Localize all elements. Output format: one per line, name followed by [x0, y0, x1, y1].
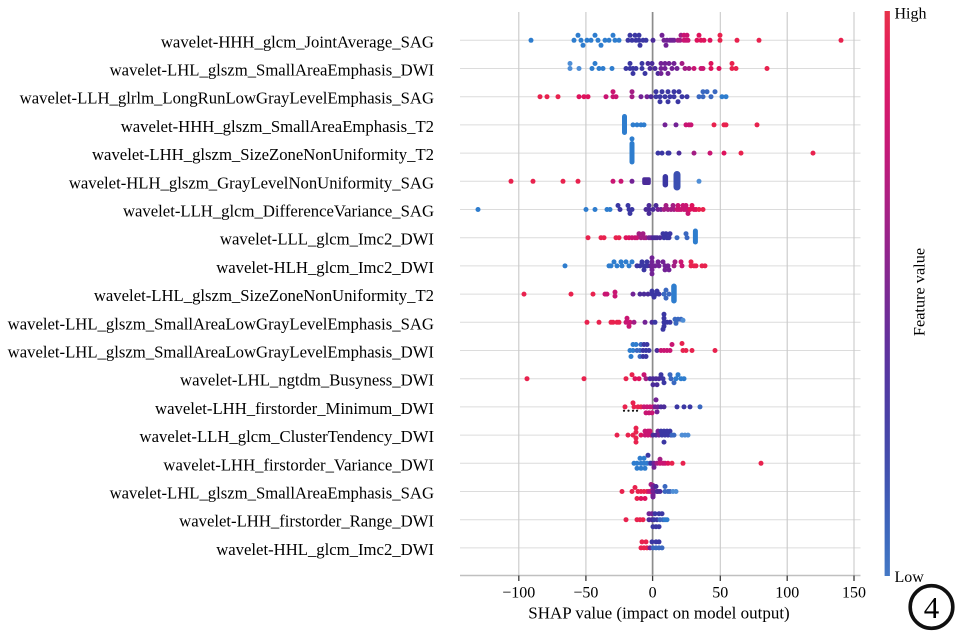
svg-text:wavelet-LHL_glszm_SizeZoneNonU: wavelet-LHL_glszm_SizeZoneNonUniformity_…: [94, 286, 434, 305]
svg-text:wavelet-LHL_glszm_SmallAreaLow: wavelet-LHL_glszm_SmallAreaLowGrayLevelE…: [8, 343, 434, 362]
svg-text:wavelet-LLH_glcm_ClusterTenden: wavelet-LLH_glcm_ClusterTendency_DWI: [140, 427, 434, 446]
svg-text:50: 50: [712, 585, 728, 602]
svg-text:wavelet-LHL_glszm_SmallAreaLow: wavelet-LHL_glszm_SmallAreaLowGrayLevelE…: [8, 314, 434, 333]
svg-text:wavelet-HLH_glcm_Imc2_DWI: wavelet-HLH_glcm_Imc2_DWI: [216, 258, 434, 277]
svg-text:150: 150: [842, 585, 866, 602]
svg-text:wavelet-HHL_glcm_Imc2_DWI: wavelet-HHL_glcm_Imc2_DWI: [216, 540, 434, 559]
svg-text:−50: −50: [573, 585, 598, 602]
svg-text:wavelet-LLL_glcm_Imc2_DWI: wavelet-LLL_glcm_Imc2_DWI: [220, 230, 434, 249]
svg-text:−100: −100: [502, 585, 535, 602]
svg-text:0: 0: [649, 585, 657, 602]
svg-text:100: 100: [775, 585, 799, 602]
svg-text:Feature value: Feature value: [910, 248, 929, 336]
svg-text:wavelet-LHH_glszm_SizeZoneNonU: wavelet-LHH_glszm_SizeZoneNonUniformity_…: [92, 145, 434, 164]
svg-text:Low: Low: [895, 569, 925, 586]
svg-text:wavelet-HHH_glszm_SmallAreaEmp: wavelet-HHH_glszm_SmallAreaEmphasis_T2: [121, 117, 434, 136]
svg-text:wavelet-LHL_glszm_SmallAreaEmp: wavelet-LHL_glszm_SmallAreaEmphasis_SAG: [110, 484, 434, 503]
svg-text:wavelet-LHH_firstorder_Varianc: wavelet-LHH_firstorder_Variance_DWI: [163, 455, 434, 474]
svg-text:4: 4: [924, 590, 940, 625]
svg-text:wavelet-HHH_glcm_JointAverage_: wavelet-HHH_glcm_JointAverage_SAG: [161, 32, 434, 51]
svg-text:High: High: [895, 6, 927, 23]
svg-text:wavelet-LHL_ngtdm_Busyness_DWI: wavelet-LHL_ngtdm_Busyness_DWI: [180, 371, 434, 390]
svg-text:wavelet-LHH_firstorder_Range_D: wavelet-LHH_firstorder_Range_DWI: [179, 512, 434, 531]
svg-text:wavelet-HLH_glszm_GrayLevelNon: wavelet-HLH_glszm_GrayLevelNonUniformity…: [69, 173, 434, 192]
svg-text:wavelet-LLH_glcm_DifferenceVar: wavelet-LLH_glcm_DifferenceVariance_SAG: [123, 202, 434, 221]
svg-text:wavelet-LHL_glszm_SmallAreaEmp: wavelet-LHL_glszm_SmallAreaEmphasis_DWI: [110, 61, 434, 80]
svg-text:SHAP value (impact on model ou: SHAP value (impact on model output): [528, 604, 789, 623]
svg-text:wavelet-LLH_glrlm_LongRunLowGr: wavelet-LLH_glrlm_LongRunLowGrayLevelEmp…: [20, 89, 434, 108]
svg-text:wavelet-LHH_firstorder_Minimum: wavelet-LHH_firstorder_Minimum_DWI: [155, 399, 434, 418]
